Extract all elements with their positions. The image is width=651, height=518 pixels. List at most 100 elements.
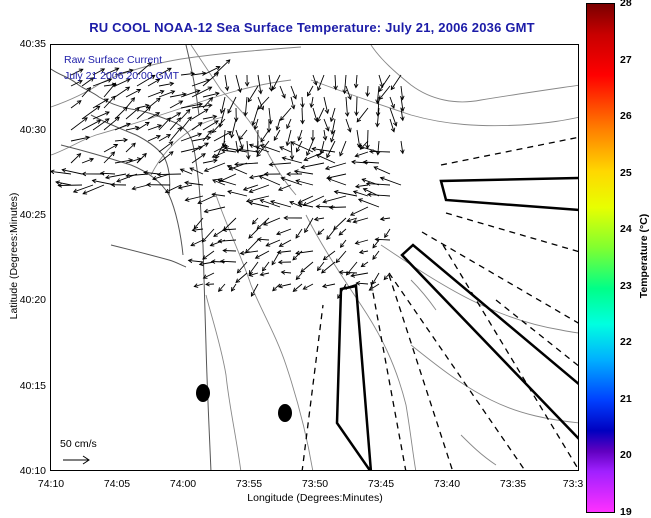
current-vector-head <box>322 199 328 204</box>
current-vector <box>218 283 226 292</box>
x-tick-label: 73:3 <box>562 478 584 490</box>
current-vector <box>338 228 347 236</box>
current-vector <box>82 184 105 195</box>
overlay-current-time: July 21 2006 20:00 GMT <box>64 70 179 82</box>
current-vector <box>390 74 402 90</box>
current-vector-head <box>295 179 301 184</box>
current-vector-head <box>362 159 368 165</box>
current-vector <box>361 261 369 267</box>
current-vector-head <box>289 200 295 206</box>
current-vector-head <box>214 91 220 97</box>
current-vector-head <box>190 242 196 247</box>
chart-title: RU COOL NOAA-12 Sea Surface Temperature:… <box>89 20 535 35</box>
current-vector <box>70 80 83 87</box>
x-tick-label: 73:50 <box>301 478 329 490</box>
current-vector <box>221 149 237 153</box>
current-vector <box>323 118 330 131</box>
current-vector-head <box>320 269 326 274</box>
current-vector <box>326 140 336 158</box>
y-axis-label: Latitude (Degrees:Minutes) <box>8 192 20 320</box>
current-vector-head <box>229 133 235 139</box>
current-vector <box>62 169 83 175</box>
current-vector-head <box>157 124 163 129</box>
current-vector-head <box>292 287 298 293</box>
current-vector-head <box>167 67 172 72</box>
current-vector <box>180 133 202 142</box>
current-vector <box>329 206 347 208</box>
current-vector-head <box>344 112 350 117</box>
current-vector <box>202 72 219 87</box>
current-vector <box>260 129 270 142</box>
current-vector <box>248 261 259 275</box>
current-vector <box>136 106 151 120</box>
current-vector <box>256 217 270 230</box>
current-vector-head <box>259 198 265 204</box>
current-vector <box>376 85 380 104</box>
current-vector-head <box>234 161 239 167</box>
current-vector <box>363 161 380 164</box>
current-vector-head <box>191 227 197 233</box>
current-vector-head <box>248 188 254 194</box>
current-vector <box>304 217 314 233</box>
current-vector-head <box>324 165 330 171</box>
current-vector <box>351 272 369 277</box>
current-vector-head <box>207 86 213 91</box>
current-vector-head <box>95 105 101 111</box>
current-vector-head <box>354 240 360 245</box>
colorbar-tick: 21 <box>620 393 632 405</box>
current-vector <box>191 79 210 87</box>
current-vector <box>389 118 395 132</box>
current-vector-head <box>269 199 275 205</box>
current-vector <box>281 177 303 186</box>
current-vector <box>212 193 226 197</box>
current-vector <box>147 97 161 109</box>
current-vector-head <box>110 182 116 188</box>
current-vector <box>58 184 83 186</box>
current-vector-head <box>197 132 203 137</box>
current-vector-head <box>159 89 165 95</box>
current-vector <box>317 74 325 91</box>
current-vector <box>353 217 369 223</box>
current-vector-head <box>177 126 182 132</box>
current-vector-head <box>247 97 253 103</box>
current-vector <box>238 129 248 140</box>
surface-current-vectors <box>51 59 405 300</box>
current-vector-head <box>61 168 67 173</box>
current-vector-head <box>156 134 161 140</box>
colorbar-label: Temperature (°C) <box>638 213 650 299</box>
map-area[interactable] <box>50 44 579 471</box>
current-vector-head <box>55 180 61 185</box>
current-vector <box>330 107 336 122</box>
current-vector <box>377 140 380 155</box>
current-vector <box>180 109 191 120</box>
current-vector-head <box>156 97 161 103</box>
current-vector-head <box>265 242 271 247</box>
current-vector <box>202 130 212 142</box>
current-vector-head <box>78 68 84 73</box>
current-vector-head <box>211 153 217 159</box>
current-vector-head <box>254 254 260 259</box>
current-vector-head <box>225 59 231 64</box>
current-vector <box>298 195 314 204</box>
current-vector-head <box>76 153 82 158</box>
current-vector-head <box>248 272 254 277</box>
current-vector-head <box>259 144 265 149</box>
current-vector <box>125 142 136 153</box>
current-vector <box>327 178 347 186</box>
current-vector <box>281 271 292 274</box>
current-vector-head <box>248 174 254 180</box>
current-vector <box>273 129 281 141</box>
current-vector-head <box>204 142 209 147</box>
current-vector <box>272 74 281 91</box>
current-vector <box>70 153 81 164</box>
current-vector <box>189 167 204 175</box>
current-vector-head <box>325 126 330 132</box>
current-vector-head <box>333 225 338 231</box>
current-vector <box>213 131 232 142</box>
current-vector <box>289 201 303 208</box>
current-vector <box>202 92 220 98</box>
current-vector <box>158 134 171 142</box>
current-vector-head <box>362 187 368 193</box>
current-vector <box>125 158 142 164</box>
current-vector <box>191 136 211 142</box>
